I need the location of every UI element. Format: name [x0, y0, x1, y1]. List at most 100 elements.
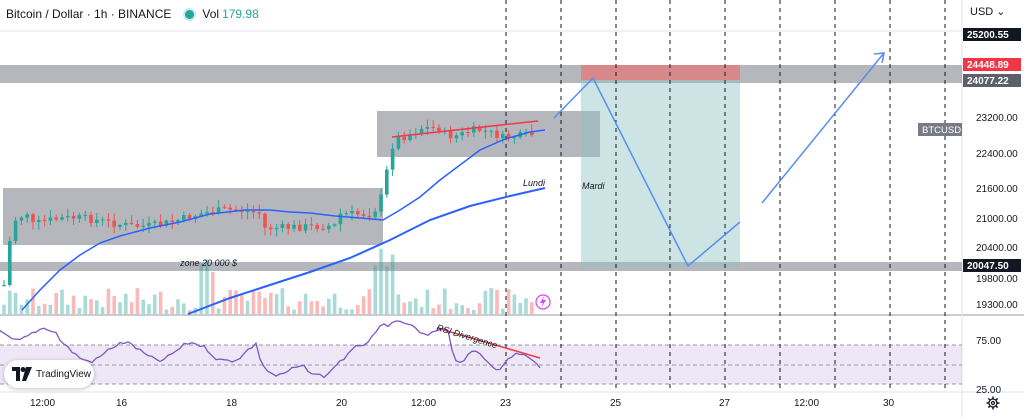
- time-label: 12:00: [30, 398, 55, 409]
- candle-body: [234, 209, 238, 211]
- volume-bar: [292, 309, 296, 314]
- volume-bar: [298, 301, 302, 314]
- volume-bar: [460, 305, 464, 314]
- price-badge-text: 20047.50: [967, 261, 1009, 272]
- candle-body: [2, 284, 6, 286]
- candle-body: [251, 211, 256, 213]
- price-badge-text: 25200.55: [967, 30, 1009, 41]
- time-label: 20: [336, 398, 348, 409]
- candle-body: [106, 219, 111, 221]
- volume-bar: [385, 266, 389, 314]
- volume-bar: [112, 295, 116, 314]
- candle-body: [338, 213, 343, 225]
- resistance-zone[interactable]: [0, 65, 962, 83]
- candle-body: [385, 169, 389, 195]
- volume-bar: [83, 295, 87, 314]
- annotation-lundi[interactable]: Lundi: [523, 178, 546, 188]
- consolidation-box-1[interactable]: [3, 188, 383, 245]
- volume-bar: [251, 289, 256, 314]
- volume-bar: [141, 299, 145, 314]
- annotation-mardi[interactable]: Mardi: [582, 181, 606, 191]
- candle-body: [402, 136, 406, 141]
- candle-body: [245, 211, 250, 213]
- candle-body: [379, 194, 383, 212]
- time-label: 27: [719, 398, 731, 409]
- volume-bar: [518, 302, 522, 314]
- candle-body: [205, 212, 209, 214]
- candle-body: [472, 126, 476, 133]
- candle-body: [448, 131, 453, 139]
- candle-body: [530, 131, 534, 136]
- candle-body: [425, 127, 430, 129]
- volume-bar: [332, 293, 337, 314]
- volume-bar: [77, 308, 82, 314]
- gear-icon[interactable]: [986, 396, 1000, 410]
- candle-body: [408, 134, 412, 141]
- volume-bar: [472, 309, 476, 314]
- price-badge-text: 24077.22: [967, 76, 1009, 87]
- volume-bar: [216, 308, 221, 314]
- tradingview-logo[interactable]: TradingView: [4, 360, 94, 388]
- rsi-line: [0, 320, 541, 379]
- volume-bar: [147, 304, 151, 314]
- candles[interactable]: [2, 119, 534, 287]
- candle-body: [495, 130, 499, 139]
- target-zone[interactable]: [581, 80, 740, 267]
- time-label: 25: [610, 398, 622, 409]
- volume-bar: [106, 288, 111, 314]
- candle-body: [77, 215, 82, 219]
- chevron-down-icon: ⌄: [996, 6, 1006, 18]
- volume-bar: [344, 309, 348, 314]
- candle-body: [48, 217, 53, 221]
- projection-path[interactable]: [553, 76, 741, 268]
- volume-bar: [495, 289, 499, 314]
- candle-body: [454, 135, 459, 139]
- volume-bar: [530, 302, 534, 314]
- volume-bar: [118, 302, 122, 314]
- currency-selector[interactable]: USD ⌄: [970, 5, 1006, 18]
- volume-bar: [263, 297, 267, 314]
- price-tick: 19300.00: [976, 300, 1018, 311]
- candle-body: [419, 128, 424, 135]
- volume-bar: [170, 306, 174, 314]
- volume-bar: [89, 299, 93, 314]
- top-trendline[interactable]: [391, 120, 539, 138]
- candle-body: [25, 214, 29, 218]
- volume-bar: [379, 248, 383, 314]
- currency-label: USD: [970, 6, 994, 18]
- candle-body: [303, 224, 308, 231]
- lightning-icon[interactable]: [535, 294, 551, 310]
- candle-body: [216, 207, 221, 214]
- volume-bar: [338, 307, 343, 314]
- projection-arrow[interactable]: [761, 52, 885, 204]
- candle-body: [367, 215, 372, 218]
- ma-slow-line: [187, 187, 546, 315]
- candle-body: [187, 215, 192, 220]
- candle-body: [280, 224, 285, 228]
- volume-bar: [240, 295, 244, 314]
- price-tick: 21000.00: [976, 214, 1018, 225]
- stop-zone[interactable]: [581, 65, 740, 80]
- candle-body: [240, 210, 244, 213]
- candle-body: [95, 219, 99, 223]
- candle-body: [153, 221, 157, 223]
- candle-body: [298, 224, 302, 231]
- candle-body: [350, 211, 354, 214]
- candle-body: [332, 224, 337, 226]
- annotation-zone[interactable]: zone 20 000 $: [179, 258, 238, 268]
- support-zone[interactable]: [0, 262, 962, 271]
- volume-bar: [222, 296, 227, 314]
- volume-bar: [274, 294, 279, 314]
- symbol-title[interactable]: Bitcoin / Dollar · 1h · BINANCE: [6, 7, 172, 21]
- volume-bar: [327, 298, 331, 314]
- volume-bar: [286, 306, 290, 314]
- candle-body: [182, 215, 186, 221]
- volume-bar: [477, 303, 482, 314]
- candle-body: [356, 211, 360, 215]
- volume-bar: [135, 288, 140, 314]
- volume-bar: [48, 304, 53, 314]
- candle-body: [176, 220, 180, 223]
- volume-bar: [182, 303, 186, 314]
- rsi-divergence-line[interactable]: [436, 327, 541, 359]
